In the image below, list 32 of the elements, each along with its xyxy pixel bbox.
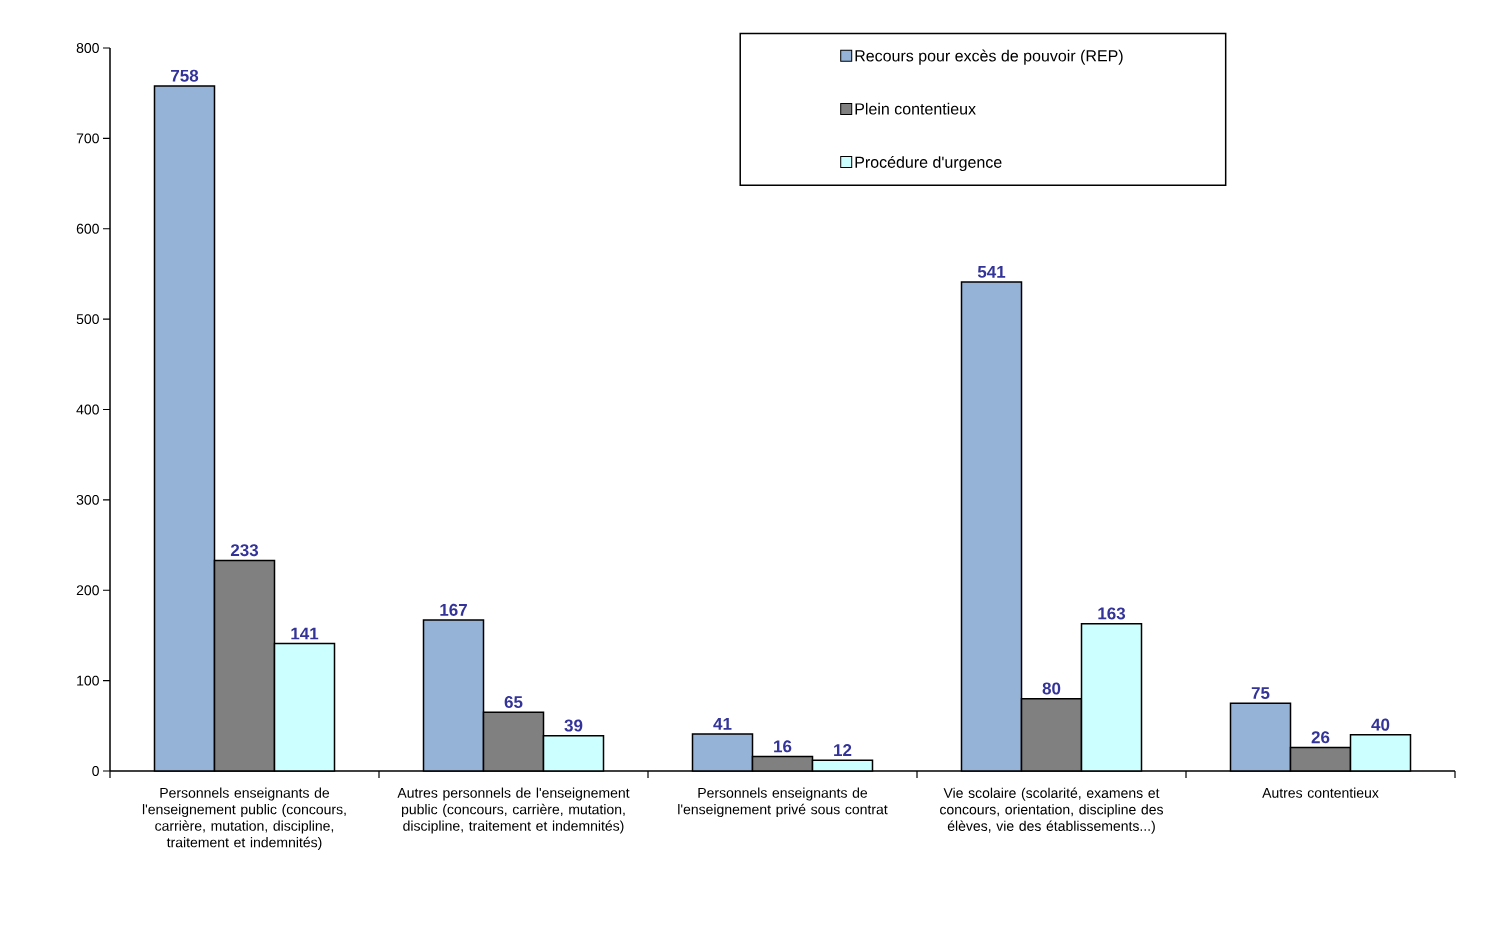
data-label: 12 xyxy=(834,744,852,756)
y-tick-label: 600 xyxy=(76,223,99,234)
x-tick-label: Personnels enseignants de l'enseignement public (concours, carrière, mutation, discipline, traitement et indemnités) xyxy=(142,787,346,851)
x-tick-label: Vie scolaire (scolarité, examens et concours, orientation, discipline des élèves, vie des établissements...) xyxy=(940,787,1163,834)
y-tick-label: 700 xyxy=(76,133,99,144)
y-tick-label: 400 xyxy=(76,404,99,415)
y-tick-label: 800 xyxy=(76,43,99,53)
legend-label: Recours pour excès de pouvoir (REP) xyxy=(855,49,1123,65)
data-label: 758 xyxy=(171,69,199,82)
data-label: 65 xyxy=(504,696,523,709)
legend-label: Plein contentieux xyxy=(855,102,976,115)
legend-label: Procédure d'urgence xyxy=(855,155,1002,172)
x-tick-label: Autres personnels de l'enseignement public (concours, carrière, mutation, discipline, traitement et indemnités) xyxy=(397,787,630,834)
data-label: 141 xyxy=(291,627,319,640)
data-label: 163 xyxy=(1098,607,1126,620)
data-label: 39 xyxy=(564,719,583,732)
data-label: 167 xyxy=(440,603,467,616)
y-tick-label: 200 xyxy=(76,585,99,596)
data-label: 80 xyxy=(1042,682,1061,695)
y-tick-label: 100 xyxy=(77,675,99,686)
x-tick-label: Personnels enseignants de l'enseignement privé sous contrat xyxy=(678,787,888,818)
data-label: 233 xyxy=(230,544,259,557)
data-label: 41 xyxy=(713,718,732,730)
data-label: 541 xyxy=(977,266,1006,278)
y-tick-label: 500 xyxy=(76,314,99,325)
y-tick-label: 300 xyxy=(76,494,99,505)
data-label: 16 xyxy=(774,740,792,753)
data-label: 75 xyxy=(1251,687,1270,700)
data-label: 26 xyxy=(1311,731,1330,744)
x-tick-label: Autres contentieux xyxy=(1262,787,1379,798)
data-label: 40 xyxy=(1371,718,1390,731)
y-tick-label: 0 xyxy=(92,766,99,776)
